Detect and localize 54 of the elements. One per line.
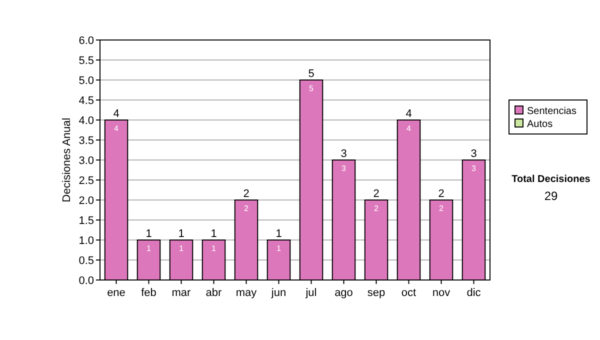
total-label: 5: [308, 68, 314, 80]
y-tick-label: 2.5: [78, 174, 94, 187]
x-tick-label: mar: [172, 287, 192, 299]
data-label: 2: [439, 204, 444, 213]
text: Total Decisiones: [512, 174, 591, 185]
y-tick-label: 0.5: [78, 254, 94, 267]
total-label: 3: [470, 148, 477, 160]
total-label: 1: [276, 228, 282, 240]
x-tick-label: ene: [107, 287, 126, 299]
x-tick-label: dic: [466, 287, 482, 299]
data-label: 2: [244, 204, 250, 213]
total-label: 1: [146, 228, 152, 240]
x-tick-label: nov: [432, 287, 451, 299]
x-tick-label: feb: [141, 287, 156, 299]
y-tick-label: 1.0: [78, 234, 94, 247]
x-tick-label: abr: [206, 287, 222, 299]
x-tick-label: sep: [367, 287, 386, 299]
x-tick-label: may: [236, 287, 258, 299]
total-label: 4: [113, 108, 120, 120]
y-tick-label: 4.0: [78, 114, 94, 127]
x-tick-label: jun: [270, 287, 286, 299]
data-label: 3: [342, 164, 347, 173]
legend-label: Autos: [527, 119, 553, 130]
x-tick-label: jul: [304, 287, 317, 299]
data-label: 1: [212, 244, 217, 253]
data-label: 4: [406, 124, 412, 133]
y-tick-label: 4.5: [78, 94, 94, 107]
data-label: 1: [146, 244, 152, 253]
total-label: 4: [406, 108, 412, 120]
x-tick-label: oct: [401, 287, 416, 299]
y-tick-label: 2.0: [78, 194, 94, 207]
data-label: 4: [114, 124, 120, 133]
data-label: 3: [472, 164, 477, 173]
total-label: 1: [178, 228, 184, 240]
y-tick-label: 5.5: [78, 54, 94, 67]
y-tick-label: 0.0: [78, 274, 94, 287]
y-tick-label: 3.0: [78, 154, 94, 167]
y-tick-label: 1.5: [78, 214, 94, 227]
legend-label: Sentencias: [527, 106, 576, 117]
y-tick-label: 5.0: [78, 74, 94, 87]
total-label: 3: [340, 148, 347, 160]
total-label: 2: [243, 188, 250, 200]
data-label: 5: [309, 84, 314, 93]
y-axis-title: Decisiones Anual: [61, 118, 73, 202]
data-label: 2: [374, 204, 380, 213]
y-tick-label: 6.0: [78, 34, 94, 47]
total-label: 1: [210, 228, 217, 240]
total-label: 2: [373, 188, 380, 200]
x-tick-label: ago: [334, 287, 353, 299]
total-label: 2: [438, 188, 444, 200]
y-tick-label: 3.5: [78, 134, 94, 147]
data-label: 1: [276, 244, 282, 253]
data-label: 1: [179, 244, 184, 253]
text: 29: [544, 189, 558, 203]
